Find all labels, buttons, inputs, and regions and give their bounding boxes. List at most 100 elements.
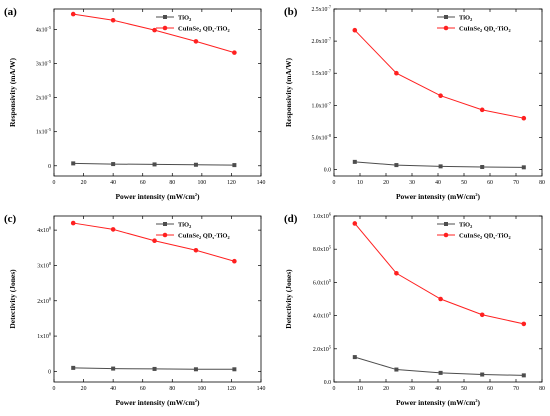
data-point (438, 296, 443, 302)
x-tick-label: 40 (435, 386, 441, 392)
y-tick-label: 0 (48, 164, 51, 170)
legend-entry: CuInSe2 QDs-TiO2 (437, 25, 511, 33)
x-axis-title: Power intensity (mW/cm2) (115, 192, 200, 201)
data-point (111, 162, 116, 167)
x-tick-label: 50 (461, 180, 467, 186)
plot-frame (333, 8, 543, 177)
x-tick-label: 20 (383, 180, 389, 186)
legend-label: CuInSe2 QDs-TiO2 (459, 232, 511, 240)
y-tick-label: 4.0x105 (313, 311, 331, 320)
y-tick-label: 1x108 (37, 332, 51, 341)
data-point (193, 247, 199, 253)
data-point (352, 159, 357, 164)
legend-marker (444, 222, 448, 226)
x-tick-label: 70 (513, 386, 519, 392)
y-tick-label: 1x10-5 (36, 127, 51, 136)
data-point (193, 39, 199, 44)
series-cuinse2-qds-tio2 (352, 221, 527, 327)
y-tick-label: 8.0x105 (313, 245, 331, 254)
x-tick-label: 100 (198, 180, 207, 186)
data-point (152, 27, 157, 33)
legend-entry: CuInSe2 QDs-TiO2 (156, 232, 230, 240)
chart-panel-d: (d) 0 10 20 30 40 50 60 70 80 0.0 2.0x105 4.0x105 6.0… (284, 212, 545, 408)
x-tick-label: 80 (169, 180, 175, 186)
data-point (71, 365, 76, 370)
y-axis-title: Detectivity (Jones) (8, 269, 17, 329)
x-tick-label: 140 (257, 180, 266, 186)
data-point (352, 221, 358, 226)
data-point (232, 50, 237, 55)
panel-label: (a) (4, 6, 17, 18)
x-tick-label: 100 (198, 386, 207, 392)
data-point (193, 162, 198, 167)
x-tick-label: 120 (227, 386, 236, 392)
x-tick-label: 0 (53, 386, 56, 392)
data-point (521, 373, 526, 378)
chart-panel-b: (b) 0 10 20 30 40 50 60 70 80 0.0 5.0x10-8 1.0x10-7 1… (284, 5, 545, 202)
legend-label: CuInSe2 QDs-TiO2 (178, 232, 230, 240)
data-point (480, 372, 485, 377)
y-tick-label: 3x108 (37, 261, 51, 270)
x-tick-label: 10 (357, 386, 363, 392)
data-point (352, 27, 358, 33)
data-point (521, 165, 526, 170)
y-axis-title: Responsivity (mA/W) (8, 58, 17, 127)
data-point (232, 367, 237, 372)
series-cuinse2-qds-tio2 (70, 11, 237, 55)
series-tio2 (352, 355, 526, 378)
series-tio2 (71, 365, 237, 372)
y-tick-label: 3x10-5 (36, 59, 51, 68)
x-tick-label: 50 (461, 386, 467, 392)
x-tick-label: 60 (140, 386, 146, 392)
plot-frame (53, 215, 262, 383)
data-point (438, 164, 443, 169)
series-cuinse2-qds-tio2 (352, 27, 527, 121)
data-point (521, 321, 527, 327)
series-line (73, 13, 235, 54)
series-line (354, 29, 524, 119)
x-tick-label: 40 (110, 180, 116, 186)
data-point (232, 258, 237, 264)
y-tick-label: 5.0x10-8 (311, 133, 331, 142)
x-tick-label: 20 (383, 386, 389, 392)
x-axis-title: Power intensity (mW/cm2) (396, 398, 481, 407)
legend-label: TiO2 (459, 14, 472, 22)
data-point (110, 227, 116, 232)
legend-marker (163, 222, 167, 226)
x-axis-title: Power intensity (mW/cm2) (115, 398, 200, 407)
data-point (480, 165, 485, 170)
data-point (193, 367, 198, 372)
data-point (152, 162, 157, 167)
legend-marker (444, 15, 448, 19)
series-tio2 (71, 161, 237, 168)
data-point (438, 370, 443, 375)
legend-label: TiO2 (178, 14, 191, 22)
chart-panel-c: (c) 0 20 40 60 80 100 120 140 0 1x108 2x108 3x108 4x1… (4, 213, 265, 407)
legend-marker (163, 15, 167, 19)
x-tick-label: 80 (539, 386, 545, 392)
legend-marker (162, 232, 168, 238)
y-tick-label: 1.5x10-7 (311, 69, 331, 78)
data-point (152, 238, 157, 244)
legend-label: CuInSe2 QDs-TiO2 (459, 25, 511, 33)
data-point (111, 366, 116, 371)
x-axis-title: Power intensity (mW/cm2) (396, 192, 481, 201)
data-point (479, 107, 485, 113)
x-tick-label: 120 (227, 180, 236, 186)
x-tick-label: 30 (409, 386, 415, 392)
panel-label: (c) (4, 213, 17, 225)
y-axis-title: Responsivity (mA/W) (284, 58, 293, 127)
data-point (394, 163, 399, 168)
y-tick-label: 1.0x10-7 (311, 101, 331, 110)
x-tick-label: 40 (435, 180, 441, 186)
y-tick-label: 2x10-5 (36, 93, 51, 102)
y-axis-title: Detectivity (Jones) (284, 269, 293, 329)
data-point (521, 115, 527, 121)
data-point (71, 161, 76, 166)
legend-entry: CuInSe2 QDs-TiO2 (156, 25, 230, 33)
legend-entry: CuInSe2 QDs-TiO2 (437, 232, 511, 240)
legend-label: CuInSe2 QDs-TiO2 (178, 25, 230, 33)
series-cuinse2-qds-tio2 (70, 220, 237, 264)
y-tick-label: 2.5x10-7 (311, 5, 331, 14)
